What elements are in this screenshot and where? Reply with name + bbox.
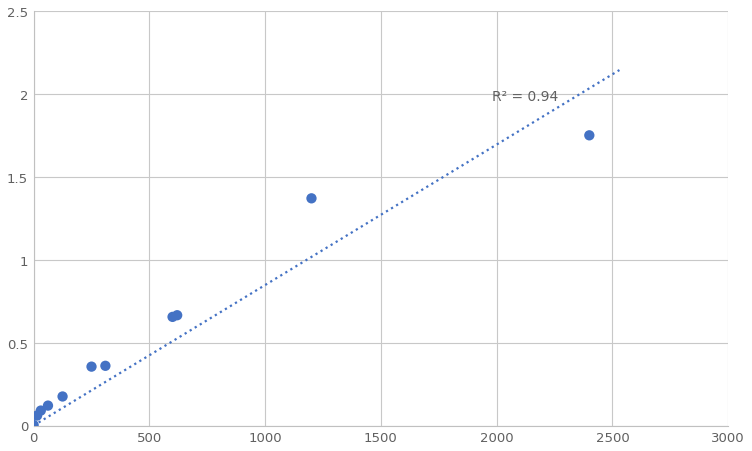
Point	[305, 195, 317, 202]
Point	[86, 363, 98, 370]
Point	[166, 313, 178, 321]
Point	[99, 363, 111, 370]
Point	[584, 133, 596, 140]
Point	[42, 402, 54, 410]
Point	[35, 407, 47, 414]
Point	[171, 312, 183, 319]
Text: R² = 0.94: R² = 0.94	[492, 89, 558, 103]
Point	[56, 393, 68, 400]
Point	[28, 421, 40, 428]
Point	[31, 412, 43, 419]
